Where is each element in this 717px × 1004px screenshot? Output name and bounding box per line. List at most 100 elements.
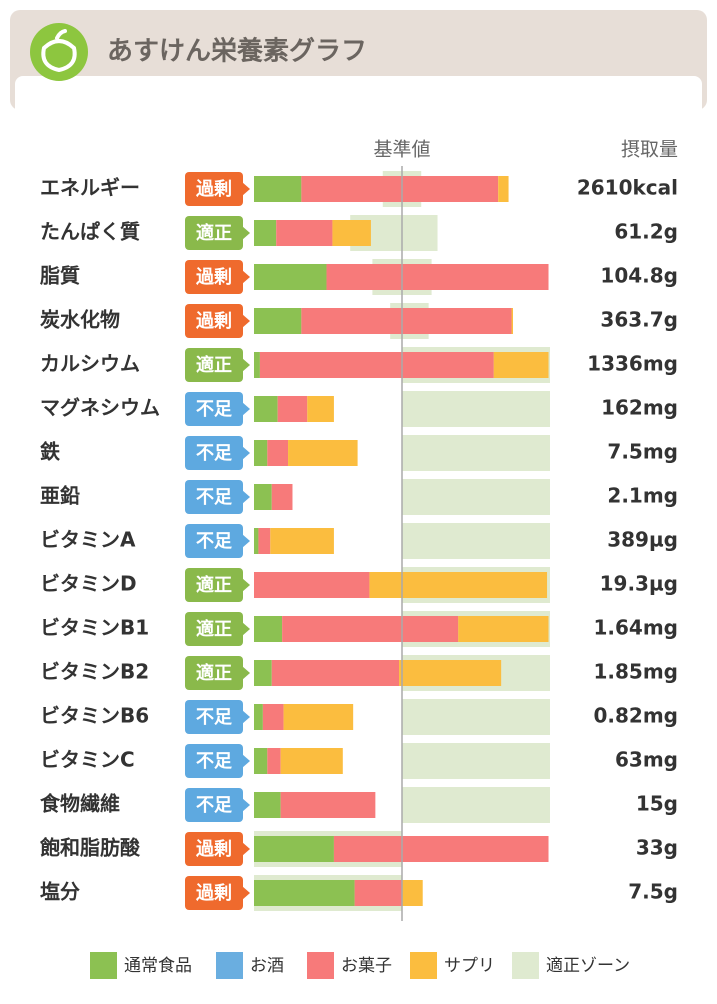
bar-segment — [254, 176, 302, 202]
category-label: 鉄 — [40, 440, 60, 464]
status-arrow — [242, 446, 250, 460]
status-badge — [185, 524, 243, 558]
reference-label: 基準値 — [373, 139, 430, 161]
intake-value: 363.7g — [600, 308, 678, 332]
bar-segment — [262, 704, 284, 730]
intake-value: 19.3µg — [600, 572, 678, 596]
status-badge — [185, 788, 243, 822]
bar-segment — [354, 880, 402, 906]
legend-swatch — [512, 952, 539, 979]
bar-segment — [258, 528, 271, 554]
zone — [402, 787, 550, 823]
bar-segment — [254, 440, 268, 466]
bar-segment — [267, 748, 281, 774]
status-arrow — [242, 622, 250, 636]
bar-segment — [307, 396, 334, 422]
category-label: 亜鉛 — [40, 484, 80, 508]
bar-segment — [326, 264, 549, 290]
status-label: 適正 — [196, 574, 232, 596]
category-label: たんぱく質 — [40, 220, 140, 244]
status-arrow — [242, 226, 250, 240]
status-arrow — [242, 182, 250, 196]
status-badge — [185, 744, 243, 778]
category-label: エネルギー — [40, 176, 140, 200]
status-arrow — [242, 578, 250, 592]
status-badge — [185, 392, 243, 426]
status-label: 不足 — [196, 795, 232, 816]
bar-segment — [271, 660, 400, 686]
category-label: マグネシウム — [40, 396, 160, 420]
category-label: 炭水化物 — [40, 308, 120, 332]
status-label: 不足 — [196, 531, 232, 552]
status-arrow — [242, 314, 250, 328]
bar-segment — [280, 748, 343, 774]
legend-label: 適正ゾーン — [546, 956, 630, 976]
status-badge — [185, 436, 243, 470]
intake-value: 7.5g — [628, 880, 678, 904]
category-label: 食物繊維 — [40, 792, 120, 816]
bar-segment — [254, 220, 277, 246]
intake-value: 33g — [636, 836, 678, 860]
status-arrow — [242, 358, 250, 372]
bar-segment — [259, 352, 494, 378]
bar-segment — [254, 528, 259, 554]
category-label: カルシウム — [40, 352, 140, 376]
status-label: 適正 — [196, 618, 232, 640]
category-label: ビタミンA — [40, 528, 136, 552]
bar-segment — [498, 176, 509, 202]
status-label: 過剰 — [196, 882, 232, 904]
status-badge — [185, 700, 243, 734]
zone — [402, 435, 550, 471]
bar-segment — [288, 440, 358, 466]
status-arrow — [242, 490, 250, 504]
bar-segment — [254, 792, 281, 818]
logo-apple — [41, 29, 77, 73]
status-label: 適正 — [196, 222, 232, 244]
bar-segment — [493, 352, 549, 378]
bar-segment — [458, 616, 549, 642]
zone — [402, 391, 550, 427]
bar-segment — [399, 660, 502, 686]
status-badge — [185, 172, 243, 206]
status-label: 過剰 — [196, 310, 232, 332]
intake-value: 1.85mg — [593, 660, 678, 684]
status-label: 過剰 — [196, 266, 232, 288]
bar-segment — [301, 308, 512, 334]
bar-segment — [254, 660, 272, 686]
intake-value: 7.5mg — [607, 440, 678, 464]
status-label: 過剰 — [196, 178, 232, 200]
status-arrow — [242, 886, 250, 900]
legend-swatch — [410, 952, 437, 979]
legend-swatch — [307, 952, 334, 979]
status-badge — [185, 304, 243, 338]
bar-segment — [254, 836, 334, 862]
status-arrow — [242, 842, 250, 856]
status-label: 適正 — [196, 354, 232, 376]
bar-segment — [301, 176, 499, 202]
category-label: ビタミンB1 — [40, 616, 149, 640]
intake-value: 1336mg — [587, 352, 678, 376]
bar-segment — [254, 704, 263, 730]
category-label: 飽和脂肪酸 — [40, 836, 141, 860]
intake-value: 2610kcal — [577, 176, 678, 200]
intake-header: 摂取量 — [621, 139, 678, 161]
legend-label: 通常食品 — [124, 956, 192, 976]
intake-value: 61.2g — [614, 220, 678, 244]
status-label: 不足 — [196, 487, 232, 508]
bar-segment — [511, 308, 513, 334]
status-label: 適正 — [196, 662, 232, 684]
status-arrow — [242, 798, 250, 812]
status-badge — [185, 480, 243, 514]
bar-segment — [254, 396, 278, 422]
intake-value: 1.64mg — [593, 616, 678, 640]
zone — [402, 743, 550, 779]
bar-segment — [282, 616, 459, 642]
category-label: ビタミンD — [40, 572, 137, 596]
status-badge — [185, 656, 243, 690]
zone — [402, 523, 550, 559]
bar-segment — [283, 704, 354, 730]
category-label: ビタミンB6 — [40, 704, 149, 728]
intake-value: 0.82mg — [593, 704, 678, 728]
